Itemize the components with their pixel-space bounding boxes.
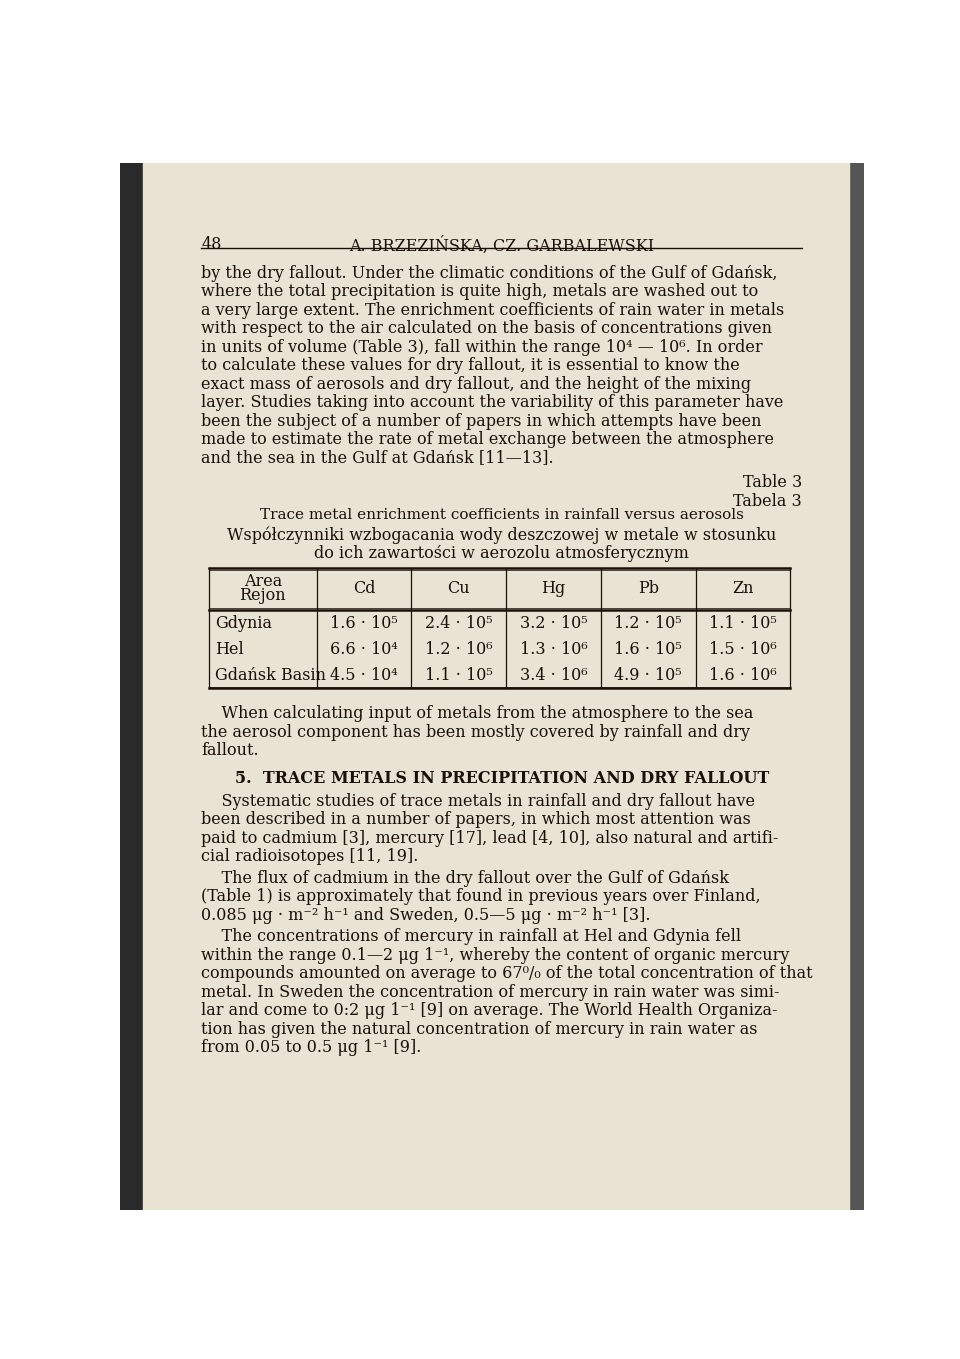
Text: where the total precipitation is quite high, metals are washed out to: where the total precipitation is quite h… [202, 283, 758, 300]
Text: Cd: Cd [352, 580, 375, 597]
Text: by the dry fallout. Under the climatic conditions of the Gulf of Gdańsk,: by the dry fallout. Under the climatic c… [202, 265, 778, 281]
Text: from 0.05 to 0.5 μg 1⁻¹ [9].: from 0.05 to 0.5 μg 1⁻¹ [9]. [202, 1040, 421, 1056]
Text: cial radioisotopes [11, 19].: cial radioisotopes [11, 19]. [202, 848, 419, 866]
Text: with respect to the air calculated on the basis of concentrations given: with respect to the air calculated on th… [202, 321, 773, 337]
Text: metal. In Sweden the concentration of mercury in rain water was simi-: metal. In Sweden the concentration of me… [202, 984, 780, 1000]
Text: made to estimate the rate of metal exchange between the atmosphere: made to estimate the rate of metal excha… [202, 431, 775, 448]
Bar [120, 163, 143, 1210]
Text: 1.2 · 10⁶: 1.2 · 10⁶ [425, 641, 492, 658]
Text: 5.  TRACE METALS IN PRECIPITATION AND DRY FALLOUT: 5. TRACE METALS IN PRECIPITATION AND DRY… [234, 769, 769, 787]
Text: 1.6 · 10⁵: 1.6 · 10⁵ [614, 641, 683, 658]
Text: Trace metal enrichment coefficients in rainfall versus aerosols: Trace metal enrichment coefficients in r… [260, 508, 744, 522]
Text: 1.5 · 10⁶: 1.5 · 10⁶ [709, 641, 777, 658]
Text: Cu: Cu [447, 580, 470, 597]
Text: (Table 1) is approximately that found in previous years over Finland,: (Table 1) is approximately that found in… [202, 889, 761, 905]
Text: Gdańsk Basin: Gdańsk Basin [215, 667, 326, 684]
Text: tion has given the natural concentration of mercury in rain water as: tion has given the natural concentration… [202, 1021, 757, 1038]
Text: compounds amounted on average to 67⁰/₀ of the total concentration of that: compounds amounted on average to 67⁰/₀ o… [202, 965, 813, 983]
Text: A. BRZEZIŃSKA, CZ. GARBALEWSKI: A. BRZEZIŃSKA, CZ. GARBALEWSKI [349, 236, 655, 254]
Text: 48: 48 [202, 236, 222, 253]
Text: Systematic studies of trace metals in rainfall and dry fallout have: Systematic studies of trace metals in ra… [202, 792, 756, 810]
Text: fallout.: fallout. [202, 742, 259, 760]
Text: do ich zawartości w aerozolu atmosferycznym: do ich zawartości w aerozolu atmosferycz… [314, 545, 689, 563]
Text: When calculating input of metals from the atmosphere to the sea: When calculating input of metals from th… [202, 705, 754, 722]
Text: 0.085 μg · m⁻² h⁻¹ and Sweden, 0.5—5 μg · m⁻² h⁻¹ [3].: 0.085 μg · m⁻² h⁻¹ and Sweden, 0.5—5 μg … [202, 906, 651, 924]
Text: The concentrations of mercury in rainfall at Hel and Gdynia fell: The concentrations of mercury in rainfal… [202, 928, 741, 946]
Text: 1.2 · 10⁵: 1.2 · 10⁵ [614, 614, 682, 632]
Text: Area: Area [244, 572, 282, 590]
Text: in units of volume (Table 3), fall within the range 10⁴ — 10⁶. In order: in units of volume (Table 3), fall withi… [202, 338, 763, 356]
Text: lar and come to 0:2 μg 1⁻¹ [9] on average. The World Health Organiza-: lar and come to 0:2 μg 1⁻¹ [9] on averag… [202, 1003, 778, 1019]
Text: 1.6 · 10⁶: 1.6 · 10⁶ [709, 667, 777, 684]
Text: Hg: Hg [541, 580, 565, 597]
Text: 1.1 · 10⁵: 1.1 · 10⁵ [425, 667, 492, 684]
Text: a very large extent. The enrichment coefficients of rain water in metals: a very large extent. The enrichment coef… [202, 302, 784, 318]
Text: Gdynia: Gdynia [215, 614, 273, 632]
Text: Pb: Pb [637, 580, 659, 597]
Text: been the subject of a number of papers in which attempts have been: been the subject of a number of papers i… [202, 413, 762, 429]
Bar [849, 163, 864, 1210]
Text: 4.5 · 10⁴: 4.5 · 10⁴ [330, 667, 397, 684]
Text: 1.1 · 10⁵: 1.1 · 10⁵ [709, 614, 777, 632]
Text: Tabela 3: Tabela 3 [733, 493, 802, 510]
Text: layer. Studies taking into account the variability of this parameter have: layer. Studies taking into account the v… [202, 394, 783, 410]
Text: within the range 0.1—2 μg 1⁻¹, whereby the content of organic mercury: within the range 0.1—2 μg 1⁻¹, whereby t… [202, 947, 790, 964]
Text: 3.2 · 10⁵: 3.2 · 10⁵ [519, 614, 588, 632]
Text: to calculate these values for dry fallout, it is essential to know the: to calculate these values for dry fallou… [202, 357, 740, 374]
Text: The flux of cadmium in the dry fallout over the Gulf of Gdańsk: The flux of cadmium in the dry fallout o… [202, 870, 730, 887]
Text: Współczynniki wzbogacania wody deszczowej w metale w stosunku: Współczynniki wzbogacania wody deszczowe… [227, 526, 777, 544]
Text: Hel: Hel [215, 641, 244, 658]
Text: Table 3: Table 3 [743, 474, 802, 491]
Text: 2.4 · 10⁵: 2.4 · 10⁵ [425, 614, 492, 632]
Text: 1.3 · 10⁶: 1.3 · 10⁶ [519, 641, 588, 658]
Text: paid to cadmium [3], mercury [17], lead [4, 10], also natural and artifi-: paid to cadmium [3], mercury [17], lead … [202, 830, 779, 847]
Text: and the sea in the Gulf at Gdańsk [11—13].: and the sea in the Gulf at Gdańsk [11—13… [202, 450, 554, 466]
Text: 1.6 · 10⁵: 1.6 · 10⁵ [330, 614, 397, 632]
Text: Zn: Zn [732, 580, 754, 597]
Text: 3.4 · 10⁶: 3.4 · 10⁶ [519, 667, 588, 684]
Text: 6.6 · 10⁴: 6.6 · 10⁴ [330, 641, 397, 658]
Text: the aerosol component has been mostly covered by rainfall and dry: the aerosol component has been mostly co… [202, 723, 751, 741]
Text: Rejon: Rejon [240, 587, 286, 603]
Text: 4.9 · 10⁵: 4.9 · 10⁵ [614, 667, 682, 684]
Text: exact mass of aerosols and dry fallout, and the height of the mixing: exact mass of aerosols and dry fallout, … [202, 375, 752, 393]
Text: been described in a number of papers, in which most attention was: been described in a number of papers, in… [202, 811, 752, 829]
